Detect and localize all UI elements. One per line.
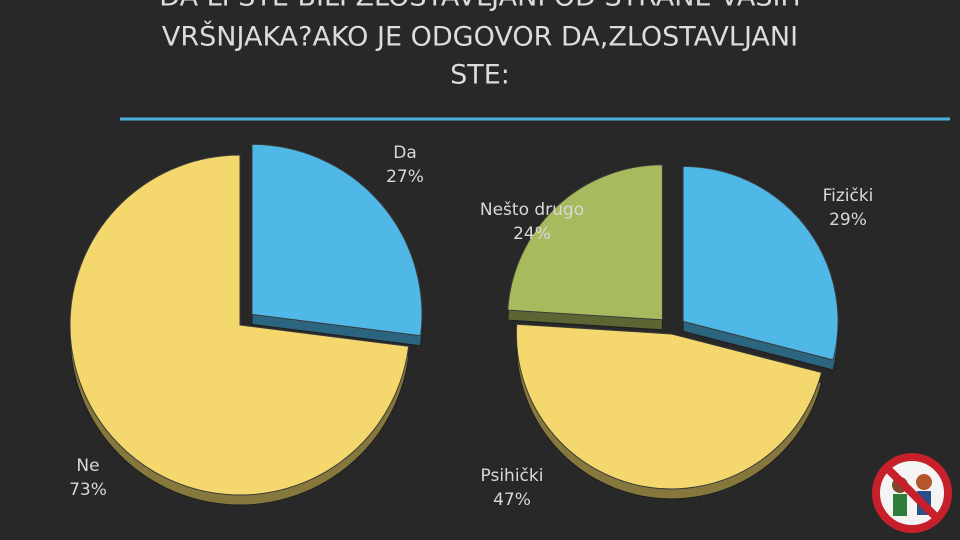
title-line: VRŠNJAKA?AKO JE ODGOVOR DA,ZLOSTAVLJANI <box>162 21 798 53</box>
slice-label: Da <box>393 143 417 163</box>
slice-label: Ne <box>76 456 99 476</box>
slice <box>251 143 423 337</box>
title-line: STE: <box>450 60 510 91</box>
slice-value-label: 24% <box>513 224 551 244</box>
slice-label: Psihički <box>481 466 544 486</box>
slice-label: Nešto drugo <box>480 200 584 220</box>
slice <box>515 323 823 490</box>
slice-value-label: 27% <box>386 167 424 187</box>
slice-label: Fizički <box>823 186 874 206</box>
no-bullying-icon <box>872 453 952 533</box>
slice <box>507 164 663 321</box>
slice <box>682 165 839 361</box>
slice-value-label: 73% <box>69 480 107 500</box>
slice-value-label: 47% <box>493 490 531 510</box>
slice-value-label: 29% <box>829 210 867 230</box>
title-line: DA LI STE BILI ZLOSTAVLJANI OD STRANE VA… <box>159 0 800 13</box>
slice <box>69 154 410 496</box>
